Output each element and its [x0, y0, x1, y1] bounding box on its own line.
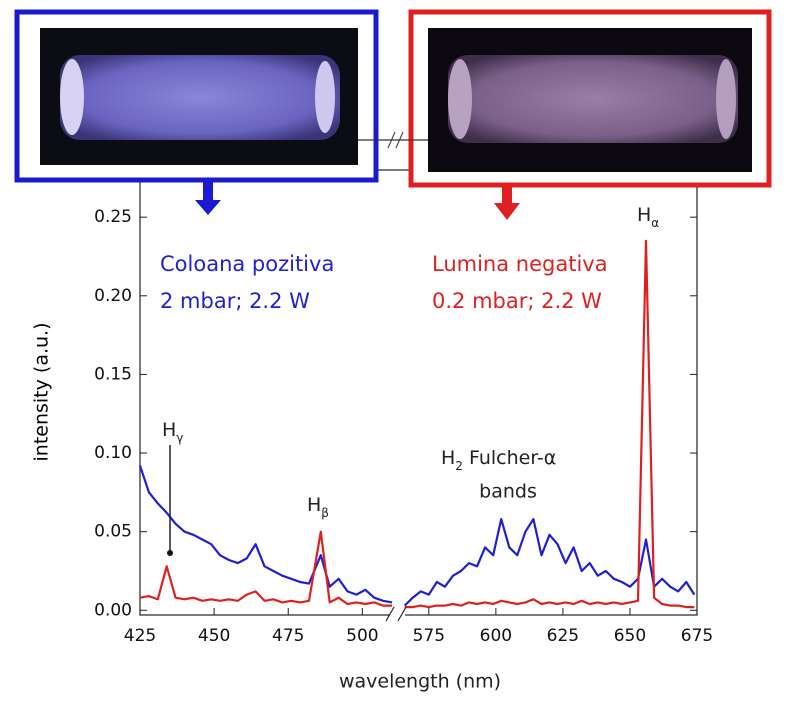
axis-break-mark — [397, 606, 407, 622]
series-line — [139, 530, 392, 607]
x-tick-label: 450 — [198, 626, 230, 646]
x-tick-label: 625 — [547, 626, 579, 646]
y-tick-label: 0.15 — [94, 364, 132, 384]
axis-break-mark — [387, 131, 396, 149]
series-conditions: 2 mbar; 2.2 W — [160, 289, 310, 313]
y-tick-label: 0.00 — [94, 600, 132, 620]
annotation: Hβ — [307, 494, 329, 520]
series-line — [404, 239, 695, 609]
axis-break-gap — [389, 608, 405, 622]
series-line — [138, 465, 393, 604]
x-tick-label: 675 — [681, 626, 713, 646]
x-tick-label: 650 — [614, 626, 646, 646]
y-tick-label: 0.20 — [94, 286, 132, 306]
annotation: bands — [479, 481, 537, 503]
annotation: Hα — [637, 204, 659, 230]
y-axis-label: intensity (a.u.) — [31, 322, 53, 461]
plasma-tube — [60, 55, 340, 140]
series-line — [403, 518, 696, 607]
electrode — [315, 61, 335, 133]
annotation: Hγ — [162, 419, 183, 445]
series-label: Coloana pozitiva — [160, 252, 334, 276]
arrow — [195, 200, 221, 215]
arrow — [494, 203, 520, 220]
arrow — [502, 185, 512, 205]
y-tick-label: 0.10 — [94, 443, 132, 463]
arrow — [203, 180, 213, 202]
annotation-dot — [167, 550, 173, 556]
plot-frame — [139, 169, 698, 616]
x-tick-label: 425 — [124, 626, 156, 646]
x-axis-label: wavelength (nm) — [339, 671, 501, 693]
x-tick-label: 500 — [346, 626, 378, 646]
series-label: Lumina negativa — [432, 252, 608, 276]
axis-break-mark — [385, 606, 395, 622]
annotation: H2 Fulcher-α — [441, 447, 556, 473]
y-tick-label: 0.25 — [94, 207, 132, 227]
y-tick-label: 0.05 — [94, 522, 132, 542]
x-tick-label: 575 — [413, 626, 445, 646]
plasma-tube — [448, 55, 738, 143]
x-tick-label: 600 — [480, 626, 512, 646]
axis-break-mark — [395, 131, 404, 149]
series-conditions: 0.2 mbar; 2.2 W — [432, 289, 602, 313]
electrode — [448, 59, 472, 139]
electrode — [60, 59, 84, 135]
x-tick-label: 475 — [272, 626, 304, 646]
electrode — [716, 59, 736, 139]
